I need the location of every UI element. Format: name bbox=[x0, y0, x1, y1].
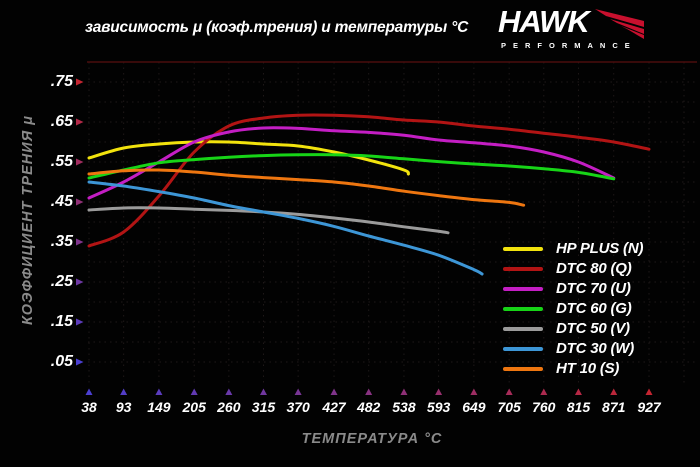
x-tick-label: 370 bbox=[286, 399, 310, 415]
y-axis-title: КОЭФФИЦИЕНТ ТРЕНИЯ μ bbox=[20, 115, 36, 325]
legend-item: HP PLUS (N) bbox=[503, 239, 643, 259]
hawk-wing-icon bbox=[594, 9, 644, 39]
legend-label: HP PLUS (N) bbox=[556, 240, 644, 257]
x-tick-arrow-icon bbox=[225, 388, 233, 395]
y-tick-label: .25 bbox=[50, 273, 73, 290]
legend-swatch bbox=[503, 287, 543, 291]
legend-label: DTC 30 (W) bbox=[556, 340, 634, 357]
legend: HP PLUS (N) DTC 80 (Q) DTC 70 (U) DTC 60 (G… bbox=[503, 239, 643, 379]
y-tick-label: .05 bbox=[50, 353, 73, 370]
x-tick-label: 149 bbox=[147, 399, 171, 415]
x-tick-arrow-icon bbox=[259, 388, 267, 395]
legend-label: HT 10 (S) bbox=[556, 360, 620, 377]
legend-swatch bbox=[503, 327, 543, 331]
y-tick-label: .15 bbox=[50, 313, 73, 330]
legend-label: DTC 80 (Q) bbox=[556, 260, 632, 277]
x-tick-arrow-icon bbox=[435, 388, 443, 395]
legend-item: DTC 60 (G) bbox=[503, 299, 643, 319]
y-tick-arrow-icon bbox=[76, 118, 84, 126]
series-line-ht-10-s bbox=[87, 168, 526, 207]
legend-item: DTC 80 (Q) bbox=[503, 259, 643, 279]
x-axis-title: ТЕМПЕРАТУРА °C bbox=[301, 431, 443, 447]
x-tick-arrow-icon bbox=[540, 388, 548, 395]
x-tick-arrow-icon bbox=[120, 388, 128, 395]
y-tick-arrow-icon bbox=[76, 238, 84, 246]
legend-label: DTC 50 (V) bbox=[556, 320, 630, 337]
legend-swatch bbox=[503, 247, 543, 251]
x-tick-arrow-icon bbox=[610, 388, 618, 395]
series-line-dtc-70-u bbox=[87, 126, 616, 200]
y-tick-arrow-icon bbox=[76, 78, 84, 86]
y-tick-arrow-icon bbox=[76, 318, 84, 326]
x-tick-arrow-icon bbox=[505, 388, 513, 395]
x-tick-label: 871 bbox=[602, 399, 626, 415]
x-tick-arrow-icon bbox=[85, 388, 93, 395]
x-tick-arrow-icon bbox=[155, 388, 163, 395]
x-tick-arrow-icon bbox=[365, 388, 373, 395]
y-tick-label: .55 bbox=[50, 153, 73, 170]
x-tick-label: 705 bbox=[497, 399, 521, 415]
legend-swatch bbox=[503, 267, 543, 271]
y-tick-arrow-icon bbox=[76, 358, 84, 366]
hawk-logo-text: HAWK bbox=[498, 4, 590, 39]
legend-swatch bbox=[503, 347, 543, 351]
hawk-logo-row: HAWK bbox=[498, 6, 666, 40]
x-tick-arrow-icon bbox=[294, 388, 302, 395]
x-tick-label: 315 bbox=[251, 399, 276, 415]
x-tick-arrow-icon bbox=[645, 388, 653, 395]
x-tick-label: 538 bbox=[392, 399, 416, 415]
y-tick-label: .65 bbox=[50, 113, 73, 130]
legend-swatch bbox=[503, 367, 543, 371]
series-line-hp-plus-n bbox=[87, 140, 410, 176]
series-line-dtc-50-v bbox=[87, 206, 450, 235]
y-tick-arrow-icon bbox=[76, 158, 84, 166]
x-tick-label: 427 bbox=[322, 399, 346, 415]
x-tick-label: 93 bbox=[115, 399, 132, 415]
y-tick-label: .45 bbox=[50, 193, 73, 210]
legend-item: DTC 30 (W) bbox=[503, 339, 643, 359]
series-line-dtc-60-g bbox=[87, 153, 616, 181]
x-tick-label: 593 bbox=[426, 399, 451, 415]
y-tick-label: .35 bbox=[50, 233, 73, 250]
x-tick-arrow-icon bbox=[574, 388, 582, 395]
x-tick-label: 815 bbox=[566, 399, 591, 415]
legend-label: DTC 60 (G) bbox=[556, 300, 632, 317]
x-tick-label: 205 bbox=[182, 399, 206, 415]
y-tick-label: .75 bbox=[50, 73, 73, 90]
x-tick-label: 38 bbox=[81, 399, 97, 415]
legend-item: HT 10 (S) bbox=[503, 359, 643, 379]
hawk-logo: HAWK PERFORMANCE bbox=[498, 6, 666, 50]
legend-label: DTC 70 (U) bbox=[556, 280, 631, 297]
series-line-dtc-80-q bbox=[87, 113, 651, 248]
y-tick-arrow-icon bbox=[76, 198, 84, 206]
x-tick-label: 260 bbox=[217, 399, 241, 415]
x-tick-arrow-icon bbox=[190, 388, 198, 395]
legend-item: DTC 70 (U) bbox=[503, 279, 643, 299]
legend-item: DTC 50 (V) bbox=[503, 319, 643, 339]
chart-title: зависимость μ (коэф.трения) и температур… bbox=[85, 19, 469, 36]
x-tick-label: 760 bbox=[532, 399, 556, 415]
x-tick-label: 927 bbox=[637, 399, 661, 415]
x-tick-label: 649 bbox=[462, 399, 486, 415]
x-tick-arrow-icon bbox=[330, 388, 338, 395]
y-tick-arrow-icon bbox=[76, 278, 84, 286]
x-tick-arrow-icon bbox=[470, 388, 478, 395]
hawk-logo-subtext: PERFORMANCE bbox=[501, 41, 637, 50]
x-tick-arrow-icon bbox=[400, 388, 408, 395]
legend-swatch bbox=[503, 307, 543, 311]
series-line-dtc-30-w bbox=[87, 180, 484, 276]
x-tick-label: 482 bbox=[356, 399, 381, 415]
